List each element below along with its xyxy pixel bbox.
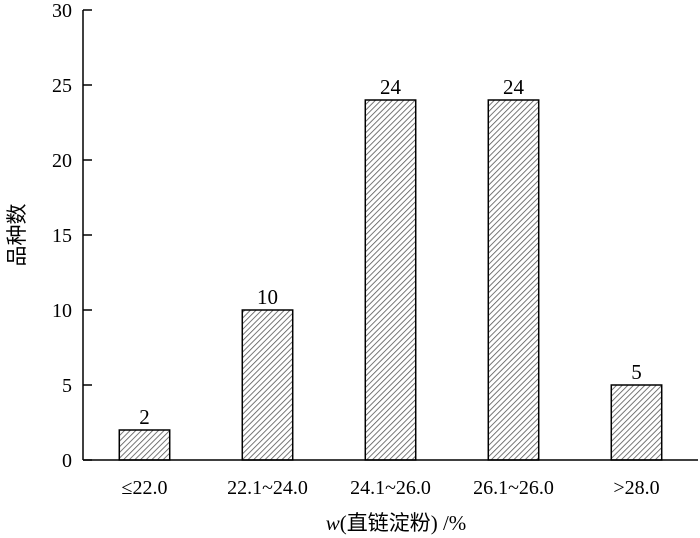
y-tick-labels-group: 0 5 10 15 20 25 30 [52, 0, 72, 472]
x-axis-title: w(直链淀粉) /% [326, 511, 467, 535]
data-label-0: 2 [139, 405, 150, 429]
y-ticks-group [83, 9, 92, 461]
x-tick-label-4: >28.0 [613, 477, 659, 499]
data-label-4: 5 [631, 360, 642, 384]
data-label-3: 24 [503, 75, 525, 99]
y-axis-title: 品种数 [5, 204, 29, 267]
x-axis-title-variable: w [326, 511, 340, 535]
data-label-2: 24 [380, 75, 402, 99]
x-tick-labels-group: ≤22.0 22.1~24.0 24.1~26.0 26.1~26.0 >28.0 [122, 477, 660, 499]
y-tick-label-1: 5 [62, 375, 72, 397]
x-tick-label-0: ≤22.0 [122, 477, 168, 499]
y-tick-label-6: 30 [52, 0, 72, 22]
bar-2 [364, 99, 417, 461]
bars-group [118, 99, 663, 461]
y-tick-label-2: 10 [52, 300, 72, 322]
data-label-1: 10 [257, 285, 278, 309]
data-labels-group: 2 10 24 24 5 [139, 75, 642, 429]
x-tick-label-3: 26.1~26.0 [473, 477, 554, 499]
x-tick-label-1: 22.1~24.0 [227, 477, 308, 499]
bar-3 [487, 99, 540, 461]
x-axis-title-rest: (直链淀粉) /% [340, 511, 467, 535]
y-tick-label-4: 20 [52, 150, 72, 172]
x-tick-label-2: 24.1~26.0 [350, 477, 431, 499]
bar-1 [241, 309, 294, 461]
bar-0 [118, 429, 171, 461]
y-tick-label-0: 0 [62, 450, 72, 472]
bar-4 [610, 384, 663, 461]
y-tick-label-5: 25 [52, 75, 72, 97]
y-tick-label-3: 15 [52, 225, 72, 247]
